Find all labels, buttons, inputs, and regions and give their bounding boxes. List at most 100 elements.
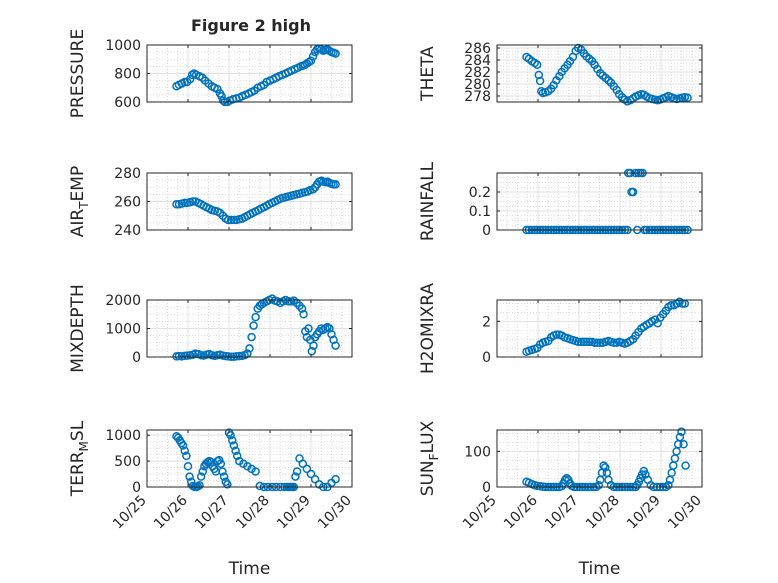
chart-panel-6: 0 2 H2OMIXRA xyxy=(418,283,703,374)
data-point xyxy=(297,304,307,313)
data-point xyxy=(604,76,613,85)
data-point xyxy=(590,338,599,348)
data-point xyxy=(174,351,184,361)
y-axis-label: TERRMSL xyxy=(68,420,91,497)
data-point xyxy=(309,341,318,350)
y-axis-label: SUNFLUX xyxy=(418,420,441,496)
data-point xyxy=(213,84,222,94)
data-point xyxy=(182,451,191,461)
data-point xyxy=(183,462,193,471)
y-tick-label: 1000 xyxy=(105,322,141,338)
chart-panel-5: 0 1000 2000 MIXDEPTH xyxy=(68,284,353,373)
data-series xyxy=(172,176,340,225)
y-axis-label-main: SUN xyxy=(418,460,438,496)
data-point xyxy=(188,197,198,206)
y-tick-label: 0 xyxy=(132,480,141,496)
data-point xyxy=(231,446,240,455)
y-axis-label: PRESSURE xyxy=(68,29,88,118)
data-point xyxy=(331,49,340,58)
chart-panel-3: 240 260 280 AIRTEMP xyxy=(68,166,353,239)
y-tick-label: 0 xyxy=(482,223,491,239)
y-axis-label: THETA xyxy=(418,46,438,102)
y-tick-label: 2000 xyxy=(105,293,141,309)
y-tick-label: 800 xyxy=(114,67,141,83)
y-tick-label: 284 xyxy=(464,53,491,69)
data-point xyxy=(308,52,318,61)
data-point xyxy=(292,467,302,476)
data-series xyxy=(172,44,340,107)
data-point xyxy=(302,464,312,474)
data-point xyxy=(596,68,605,78)
data-point xyxy=(552,330,561,339)
x-axis-label: Time xyxy=(228,559,271,579)
data-series xyxy=(522,43,692,106)
data-point xyxy=(576,337,586,347)
data-point xyxy=(255,481,265,491)
chart-panel-1: 600 800 1000 PRESSURE xyxy=(68,29,353,118)
data-point xyxy=(317,45,326,54)
y-tick-label: 0 xyxy=(482,350,491,366)
data-point xyxy=(573,337,583,347)
data-point xyxy=(185,74,195,84)
data-point xyxy=(232,451,242,461)
y-tick-label: 0 xyxy=(132,350,141,366)
data-point xyxy=(219,472,229,481)
data-point xyxy=(185,472,194,481)
y-tick-label: 0 xyxy=(482,480,491,496)
y-tick-label: 286 xyxy=(464,41,491,57)
y-axis-label-rest: EMP xyxy=(68,166,88,202)
y-axis-label-subscript: T xyxy=(77,201,91,210)
data-point xyxy=(535,76,545,86)
data-point xyxy=(232,352,241,361)
y-tick-label: 600 xyxy=(114,95,141,111)
data-point xyxy=(675,432,685,442)
data-point xyxy=(679,440,688,449)
data-point xyxy=(178,441,188,450)
data-series xyxy=(172,428,340,492)
y-tick-label: 280 xyxy=(464,77,491,93)
data-point xyxy=(235,351,244,361)
axes-frame xyxy=(496,44,703,103)
data-point xyxy=(664,480,673,490)
data-point xyxy=(249,321,258,330)
data-point xyxy=(681,461,690,470)
y-tick-label: 1000 xyxy=(105,428,141,444)
data-point xyxy=(223,480,232,489)
data-point xyxy=(306,56,316,65)
y-tick-label: 100 xyxy=(464,444,491,460)
data-point xyxy=(229,441,239,450)
y-tick-label: 260 xyxy=(114,195,141,211)
data-point xyxy=(532,60,542,70)
y-axis-label: H2OMIXRA xyxy=(418,283,438,374)
data-point xyxy=(331,180,340,189)
y-axis-label-rest: LUX xyxy=(418,420,438,453)
y-axis-label-main: TERR xyxy=(68,451,88,497)
data-point xyxy=(298,459,308,468)
y-tick-label: 280 xyxy=(114,166,141,182)
data-point xyxy=(600,463,610,472)
data-point xyxy=(172,200,181,209)
y-tick-label: 278 xyxy=(464,89,491,105)
axes-frame xyxy=(146,429,353,488)
data-point xyxy=(683,93,692,103)
data-point xyxy=(579,337,589,347)
data-point xyxy=(310,474,320,484)
y-axis-label-main: AIR xyxy=(68,209,88,238)
data-point xyxy=(321,324,330,333)
data-point xyxy=(596,338,605,348)
data-point xyxy=(216,459,226,468)
data-point xyxy=(226,430,235,440)
data-point xyxy=(667,301,676,310)
y-axis-label-rest: SL xyxy=(68,420,88,441)
axes-frame xyxy=(496,429,703,488)
data-point xyxy=(323,322,332,332)
data-point xyxy=(245,344,254,353)
data-point xyxy=(251,467,260,476)
y-tick-label: 2 xyxy=(482,314,491,330)
data-point xyxy=(628,187,638,197)
data-point xyxy=(677,427,686,437)
data-point xyxy=(594,480,603,490)
data-point xyxy=(251,312,260,322)
